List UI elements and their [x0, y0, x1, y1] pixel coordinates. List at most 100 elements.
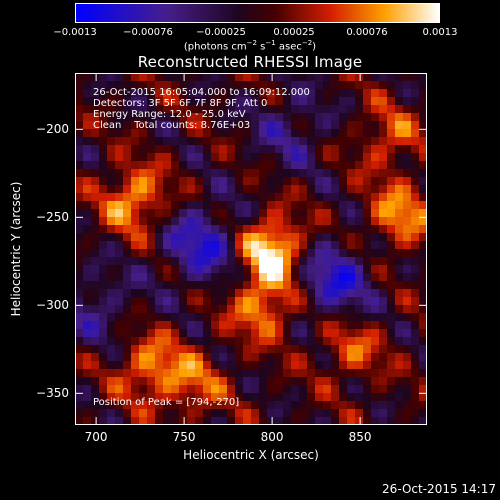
heatmap-cell — [235, 345, 244, 354]
heatmap-cell — [227, 377, 236, 386]
heatmap-cell — [323, 225, 332, 234]
heatmap-cell — [107, 305, 116, 314]
heatmap-cell — [219, 185, 228, 194]
heatmap-cell — [363, 409, 372, 418]
heatmap-cell — [163, 105, 172, 114]
heatmap-cell — [179, 401, 188, 410]
heatmap-cell — [227, 369, 236, 378]
heatmap-cell — [195, 97, 204, 106]
heatmap-cell — [187, 289, 196, 298]
heatmap-cell — [139, 361, 148, 370]
heatmap-cell — [75, 129, 84, 138]
heatmap-cell — [347, 121, 356, 130]
heatmap-cell — [403, 105, 412, 114]
heatmap-cell — [163, 81, 172, 90]
heatmap-cell — [315, 129, 324, 138]
heatmap-cell — [259, 145, 268, 154]
heatmap-cell — [171, 233, 180, 242]
heatmap-cell — [299, 409, 308, 418]
heatmap-cell — [107, 321, 116, 330]
heatmap-cell — [91, 337, 100, 346]
heatmap-cell — [331, 185, 340, 194]
heatmap-cell — [355, 329, 364, 338]
heatmap-cell — [275, 113, 284, 122]
heatmap-cell — [171, 401, 180, 410]
heatmap-cell — [275, 313, 284, 322]
heatmap-cell — [251, 353, 260, 362]
heatmap-cell — [243, 353, 252, 362]
heatmap-cell — [251, 241, 260, 250]
heatmap-cell — [419, 401, 427, 410]
heatmap-cell — [411, 281, 420, 290]
colorbar-tick-label: 0.0013 — [422, 27, 458, 38]
heatmap-cell — [355, 137, 364, 146]
heatmap-cell — [419, 393, 427, 402]
heatmap-cell — [403, 289, 412, 298]
heatmap-cell — [283, 145, 292, 154]
heatmap-cell — [283, 353, 292, 362]
heatmap-cell — [267, 369, 276, 378]
heatmap-cell — [203, 249, 212, 258]
heatmap-cell — [91, 225, 100, 234]
heatmap-cell — [75, 353, 84, 362]
heatmap-cell — [315, 377, 324, 386]
heatmap-cell — [179, 313, 188, 322]
heatmap-cell — [203, 369, 212, 378]
heatmap-cell — [131, 209, 140, 218]
heatmap-cell — [403, 321, 412, 330]
heatmap-cell — [267, 161, 276, 170]
heatmap-cell — [243, 217, 252, 226]
heatmap-cell — [131, 185, 140, 194]
heatmap-cell — [91, 161, 100, 170]
heatmap-cell — [83, 377, 92, 386]
heatmap-cell — [179, 225, 188, 234]
heatmap-cell — [155, 105, 164, 114]
heatmap-cell — [99, 345, 108, 354]
heatmap-cell — [75, 385, 84, 394]
heatmap-cell — [83, 329, 92, 338]
heatmap-cell — [163, 225, 172, 234]
heatmap-cell — [83, 385, 92, 394]
heatmap-cell — [99, 313, 108, 322]
heatmap-cell — [83, 185, 92, 194]
heatmap-cell — [99, 113, 108, 122]
heatmap-cell — [299, 249, 308, 258]
heatmap-cell — [123, 241, 132, 250]
heatmap-cell — [187, 249, 196, 258]
heatmap-cell — [147, 297, 156, 306]
heatmap-cell — [75, 265, 84, 274]
heatmap-cell — [339, 153, 348, 162]
heatmap-cell — [251, 401, 260, 410]
heatmap-cell — [227, 241, 236, 250]
heatmap-cell — [131, 249, 140, 258]
heatmap-cell — [139, 313, 148, 322]
heatmap-cell — [339, 345, 348, 354]
heatmap-cell — [131, 377, 140, 386]
heatmap-cell — [259, 305, 268, 314]
info-total-counts: Clean Total counts: 8.76E+03 — [93, 120, 251, 131]
heatmap-cell — [211, 209, 220, 218]
heatmap-cell — [395, 121, 404, 130]
heatmap-cell — [267, 377, 276, 386]
heatmap-cell — [235, 297, 244, 306]
heatmap-cell — [251, 145, 260, 154]
heatmap-cell — [291, 321, 300, 330]
heatmap-cell — [147, 329, 156, 338]
heatmap-cell — [275, 289, 284, 298]
heatmap-cell — [131, 409, 140, 418]
heatmap-cell — [299, 113, 308, 122]
heatmap-cell — [187, 233, 196, 242]
heatmap-cell — [155, 145, 164, 154]
heatmap-cell — [267, 385, 276, 394]
heatmap-cell — [323, 265, 332, 274]
heatmap-cell — [235, 257, 244, 266]
heatmap-cell — [323, 273, 332, 282]
heatmap-cell — [347, 81, 356, 90]
heatmap-cell — [107, 289, 116, 298]
heatmap-cell — [219, 177, 228, 186]
heatmap-cell — [139, 297, 148, 306]
heatmap-cell — [155, 417, 164, 425]
heatmap-cell — [195, 169, 204, 178]
heatmap-cell — [283, 393, 292, 402]
heatmap-cell — [179, 153, 188, 162]
